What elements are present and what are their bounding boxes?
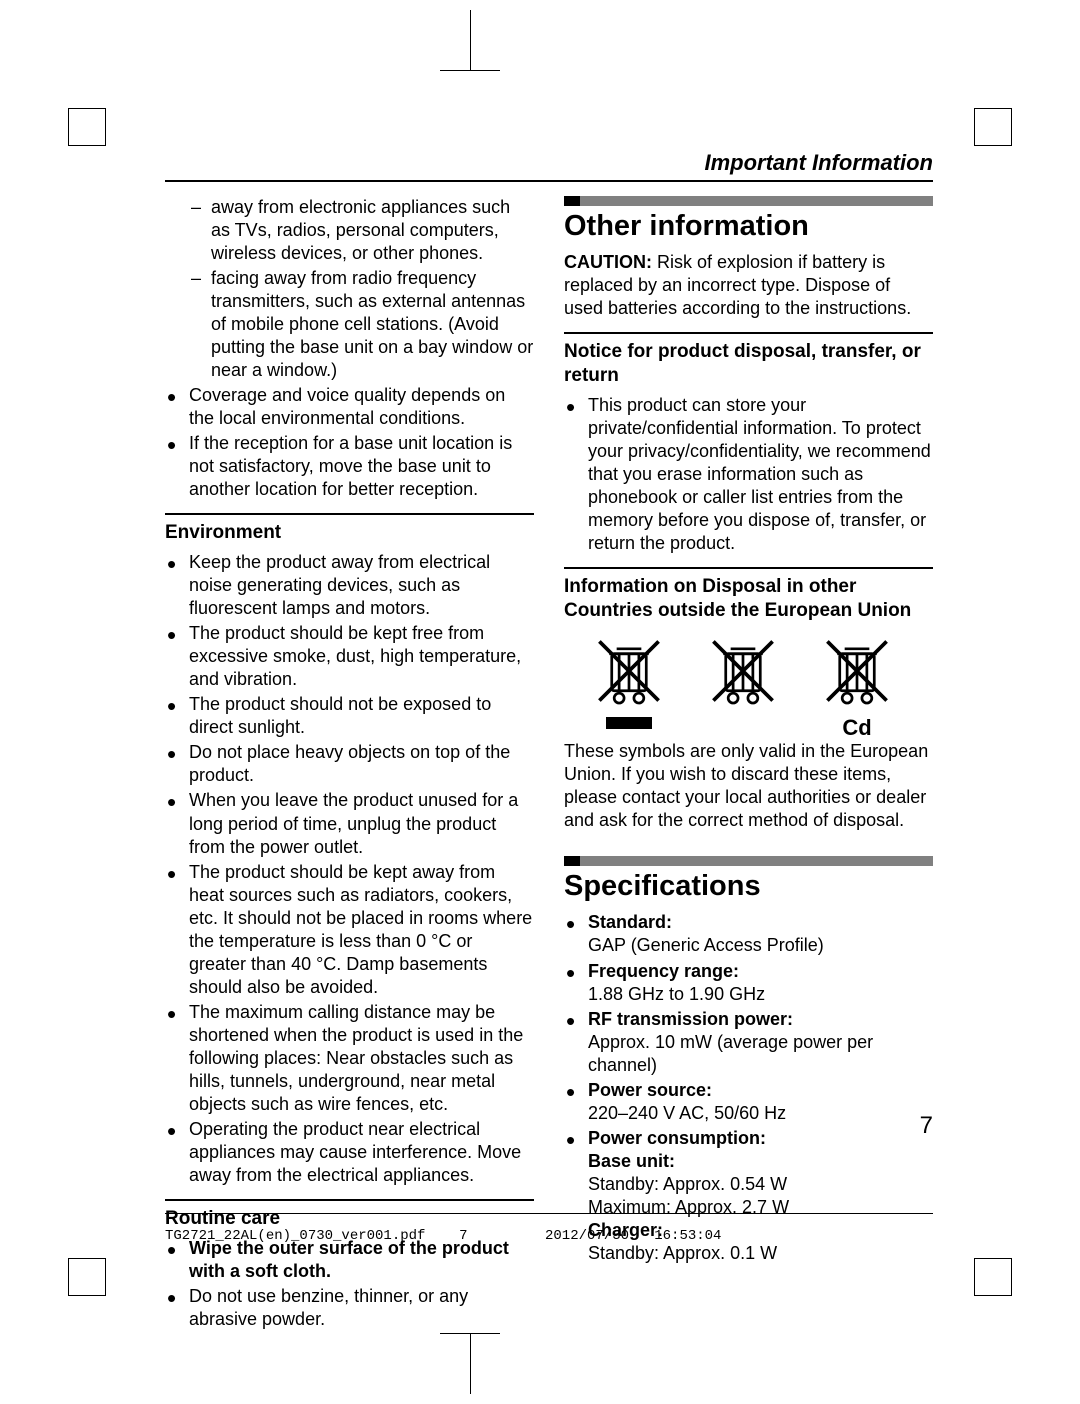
bullet-item: Do not use benzine, thinner, or any abra… bbox=[165, 1285, 534, 1331]
disposal-icons-row: Cd bbox=[592, 634, 933, 726]
spec-value: GAP (Generic Access Profile) bbox=[588, 935, 824, 955]
bullet-item: When you leave the product unused for a … bbox=[165, 789, 534, 858]
divider bbox=[564, 332, 933, 334]
spec-item: Power source: 220–240 V AC, 50/60 Hz bbox=[564, 1079, 933, 1125]
caution-paragraph: CAUTION: Risk of explosion if battery is… bbox=[564, 251, 933, 320]
bullet-item: The product should be kept away from hea… bbox=[165, 861, 534, 999]
bin-icon-3: Cd bbox=[820, 634, 894, 726]
two-column-layout: away from electronic appliances such as … bbox=[165, 196, 933, 1333]
bar-under-icon bbox=[606, 717, 652, 729]
spec-base-label: Base unit: bbox=[588, 1151, 675, 1171]
bullet-item: Keep the product away from electrical no… bbox=[165, 551, 534, 620]
bullet-item: The maximum calling distance may be shor… bbox=[165, 1001, 534, 1116]
disposal-paragraph: These symbols are only valid in the Euro… bbox=[564, 740, 933, 832]
crop-mark-bl bbox=[68, 1258, 106, 1296]
spec-base-standby: Standby: Approx. 0.54 W bbox=[588, 1174, 787, 1194]
footer-file: TG2721_22AL(en)_0730_ver001.pdf 7 bbox=[165, 1228, 545, 1244]
cd-label: Cd bbox=[820, 715, 894, 741]
spec-label: Power consumption: bbox=[588, 1128, 766, 1148]
footer-datetime: 2012/07/30 16:53:04 bbox=[545, 1228, 721, 1244]
footer-metadata: TG2721_22AL(en)_0730_ver001.pdf 7 2012/0… bbox=[165, 1228, 933, 1244]
notice-bullets: This product can store your private/conf… bbox=[564, 394, 933, 555]
crop-center-bottom-h bbox=[440, 1333, 500, 1334]
crop-mark-br bbox=[974, 1258, 1012, 1296]
bullet-item: If the reception for a base unit locatio… bbox=[165, 432, 534, 501]
spec-item: Power consumption: Base unit: Standby: A… bbox=[564, 1127, 933, 1265]
page-content: Important Information away from electron… bbox=[165, 150, 933, 1100]
spec-list: Standard: GAP (Generic Access Profile) F… bbox=[564, 911, 933, 1264]
spec-value: 220–240 V AC, 50/60 Hz bbox=[588, 1103, 786, 1123]
bullet-item: Coverage and voice quality depends on th… bbox=[165, 384, 534, 430]
crop-mark-tr bbox=[974, 108, 1012, 146]
notice-heading: Notice for product disposal, transfer, o… bbox=[564, 340, 933, 388]
top-bullets: Coverage and voice quality depends on th… bbox=[165, 384, 534, 501]
bullet-item: Operating the product near electrical ap… bbox=[165, 1118, 534, 1187]
spec-label: Power source: bbox=[588, 1080, 712, 1100]
header-title: Important Information bbox=[165, 150, 933, 176]
bullet-item: The product should be kept free from exc… bbox=[165, 622, 534, 691]
bullet-item: The product should not be exposed to dir… bbox=[165, 693, 534, 739]
left-column: away from electronic appliances such as … bbox=[165, 196, 534, 1333]
spec-item: RF transmission power: Approx. 10 mW (av… bbox=[564, 1008, 933, 1077]
page-number: 7 bbox=[920, 1112, 933, 1140]
divider bbox=[564, 567, 933, 569]
environment-heading: Environment bbox=[165, 521, 534, 545]
spec-label: RF transmission power: bbox=[588, 1009, 793, 1029]
spec-label: Frequency range: bbox=[588, 961, 739, 981]
spec-charger-standby: Standby: Approx. 0.1 W bbox=[588, 1243, 777, 1263]
routine-bold: Wipe the outer surface of the product wi… bbox=[189, 1238, 509, 1281]
section-bar bbox=[564, 856, 933, 866]
crossed-bin-icon bbox=[592, 634, 666, 708]
header-rule: Important Information bbox=[165, 150, 933, 182]
caution-label: CAUTION: bbox=[564, 252, 652, 272]
bullet-item: This product can store your private/conf… bbox=[564, 394, 933, 555]
dash-item: facing away from radio frequency transmi… bbox=[165, 267, 534, 382]
other-info-heading: Other information bbox=[564, 210, 933, 243]
crop-center-bottom bbox=[470, 1334, 471, 1394]
routine-bullets: Wipe the outer surface of the product wi… bbox=[165, 1237, 534, 1331]
bin-icon-2 bbox=[706, 634, 780, 726]
crop-center-top-h bbox=[440, 70, 500, 71]
specifications-heading: Specifications bbox=[564, 870, 933, 903]
bin-icon-1 bbox=[592, 634, 666, 726]
spec-value: 1.88 GHz to 1.90 GHz bbox=[588, 984, 765, 1004]
dash-item: away from electronic appliances such as … bbox=[165, 196, 534, 265]
right-column: Other information CAUTION: Risk of explo… bbox=[564, 196, 933, 1333]
divider bbox=[165, 513, 534, 515]
section-bar bbox=[564, 196, 933, 206]
spec-item: Frequency range: 1.88 GHz to 1.90 GHz bbox=[564, 960, 933, 1006]
crossed-bin-icon bbox=[820, 634, 894, 708]
footer-rule bbox=[165, 1213, 933, 1214]
spec-value: Approx. 10 mW (average power per channel… bbox=[588, 1032, 873, 1075]
bullet-item: Do not place heavy objects on top of the… bbox=[165, 741, 534, 787]
env-bullets: Keep the product away from electrical no… bbox=[165, 551, 534, 1187]
divider bbox=[165, 1199, 534, 1201]
crop-mark-tl bbox=[68, 108, 106, 146]
spec-item: Standard: GAP (Generic Access Profile) bbox=[564, 911, 933, 957]
spec-label: Standard: bbox=[588, 912, 672, 932]
disposal-heading: Information on Disposal in other Countri… bbox=[564, 575, 933, 623]
crop-center-top bbox=[470, 10, 471, 70]
continuation-dash-list: away from electronic appliances such as … bbox=[165, 196, 534, 382]
crossed-bin-icon bbox=[706, 634, 780, 708]
